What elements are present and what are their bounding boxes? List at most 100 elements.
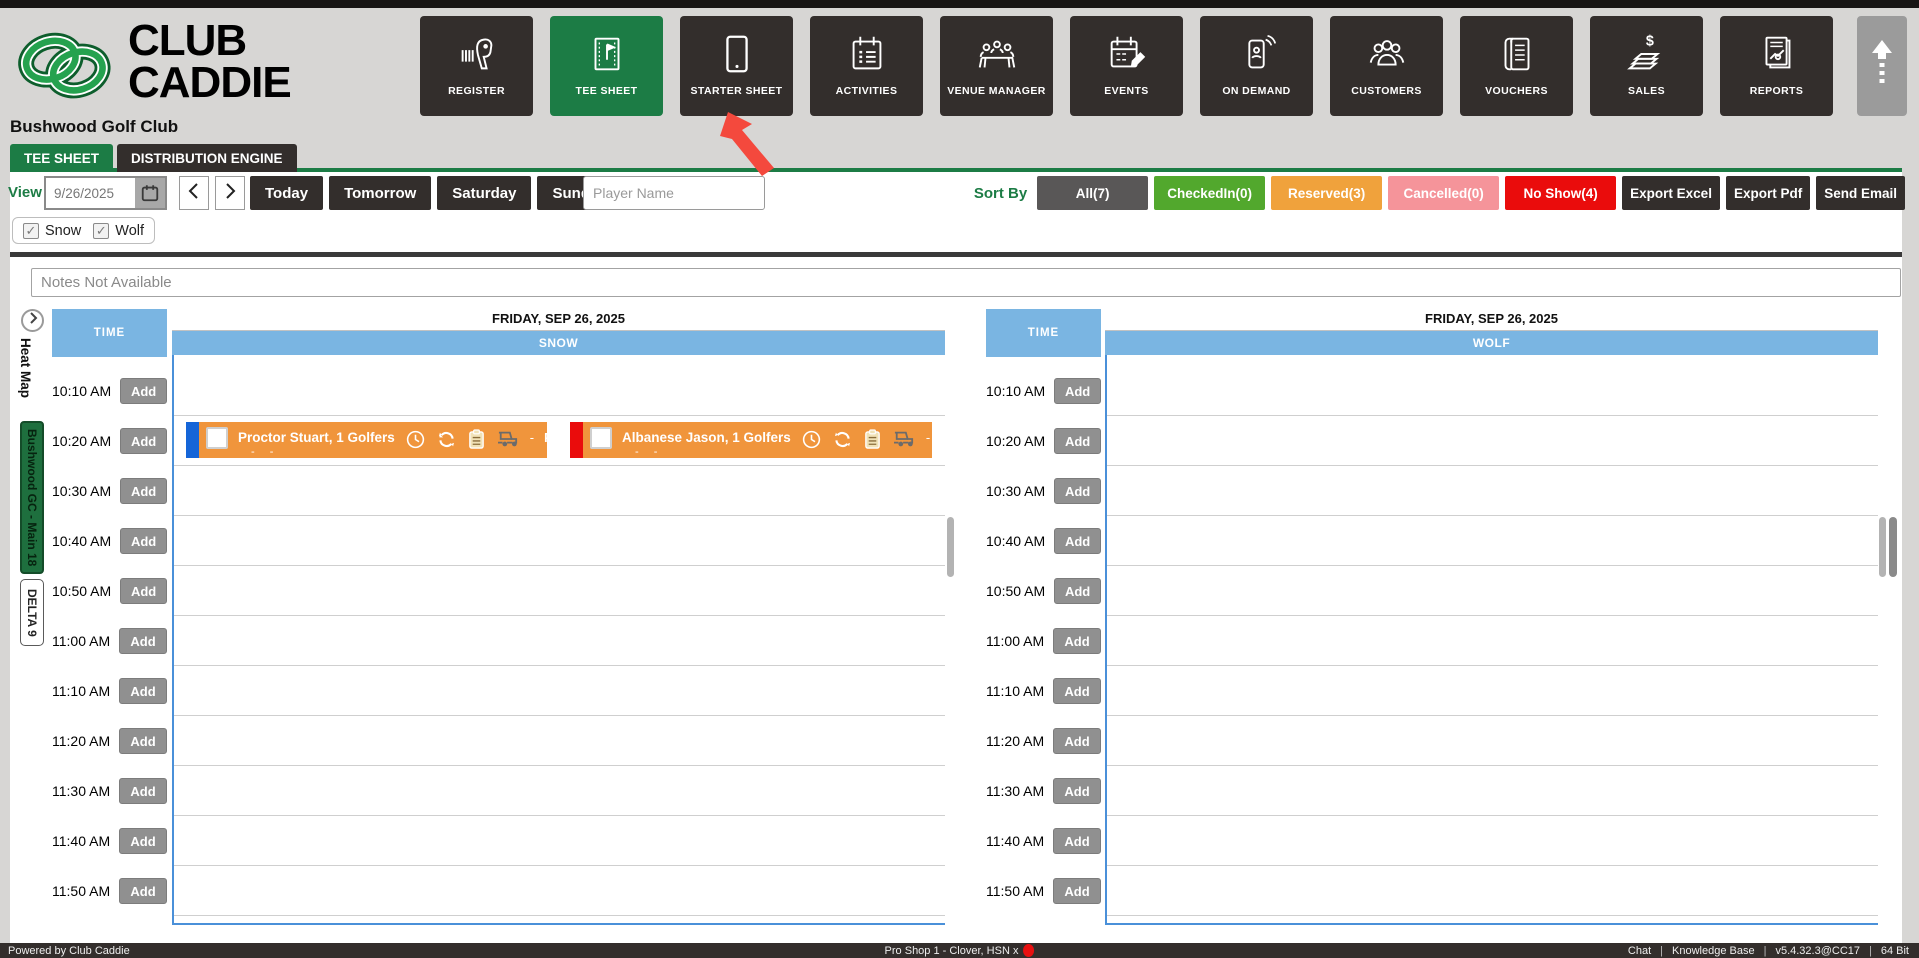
checkbox-checked-icon[interactable]: ✓	[93, 222, 110, 239]
time-row: 11:20 AM Add	[986, 716, 1101, 766]
clipboard-icon[interactable]	[863, 429, 882, 455]
time-row: 11:10 AM Add	[52, 666, 167, 716]
version-label: v5.4.32.3@CC17	[1775, 944, 1860, 957]
date-value[interactable]: 9/26/2025	[54, 185, 115, 201]
status-bar: Powered by Club Caddie Pro Shop 1 - Clov…	[0, 943, 1919, 958]
booking-albanese-jason[interactable]: Albanese Jason, 1 Golfers	[570, 422, 932, 458]
time-row: 11:00 AM Add	[986, 616, 1101, 666]
add-booking-button[interactable]: Add	[1054, 478, 1101, 504]
calendar-icon[interactable]	[135, 178, 165, 208]
add-booking-button[interactable]: Add	[120, 578, 167, 604]
filter-noshow-button[interactable]: No Show(4)	[1505, 176, 1617, 210]
booking-player-name: Proctor Stuart, 1 Golfers	[238, 430, 395, 445]
export-pdf-button[interactable]: Export Pdf	[1725, 176, 1811, 210]
nav-activities[interactable]: ACTIVITIES	[810, 16, 923, 116]
add-booking-button[interactable]: Add	[1053, 878, 1101, 904]
filter-cancelled-button[interactable]: Cancelled(0)	[1388, 176, 1500, 210]
send-email-button[interactable]: Send Email	[1816, 176, 1905, 210]
snow-checkbox[interactable]: ✓ Snow	[23, 222, 81, 239]
nav-label: CUSTOMERS	[1351, 85, 1422, 97]
filter-checkedin-button[interactable]: CheckedIn(0)	[1154, 176, 1266, 210]
wolf-panel-scrollbar[interactable]	[1879, 517, 1886, 577]
time-row: 11:40 AM Add	[52, 816, 167, 866]
nav-sales[interactable]: $ SALES	[1590, 16, 1703, 116]
filter-controls: Sort By All(7) CheckedIn(0) Reserved(3) …	[974, 176, 1905, 210]
add-booking-button[interactable]: Add	[119, 628, 167, 654]
add-booking-button[interactable]: Add	[120, 478, 167, 504]
date-picker[interactable]: 9/26/2025	[44, 176, 167, 210]
time-label: 10:10 AM	[52, 383, 112, 399]
scroll-top-button[interactable]	[1857, 16, 1907, 116]
time-label: 11:30 AM	[986, 783, 1045, 799]
time-label: 11:40 AM	[986, 833, 1045, 849]
wolf-grid[interactable]	[1105, 355, 1878, 925]
add-booking-button[interactable]: Add	[1053, 778, 1101, 804]
add-booking-button[interactable]: Add	[1054, 578, 1101, 604]
clock-icon[interactable]	[405, 429, 426, 455]
tomorrow-button[interactable]: Tomorrow	[329, 176, 432, 210]
refresh-icon[interactable]	[832, 429, 853, 455]
add-booking-button[interactable]: Add	[119, 828, 167, 854]
heat-map-expand-button[interactable]	[21, 309, 44, 332]
clipboard-icon[interactable]	[467, 429, 486, 455]
booking-checkbox[interactable]	[590, 427, 612, 449]
nav-customers[interactable]: CUSTOMERS	[1330, 16, 1443, 116]
pipe-divider: |	[1660, 944, 1664, 957]
window-scrollbar[interactable]	[1889, 517, 1897, 577]
filter-reserved-button[interactable]: Reserved(3)	[1271, 176, 1383, 210]
add-booking-button[interactable]: Add	[120, 428, 167, 454]
add-booking-button[interactable]: Add	[120, 528, 167, 554]
golf-cart-icon[interactable]	[496, 429, 520, 454]
knowledge-base-link[interactable]: Knowledge Base	[1672, 944, 1755, 957]
nav-on-demand[interactable]: ON DEMAND	[1200, 16, 1313, 116]
booking-player-name: Albanese Jason, 1 Golfers	[622, 430, 791, 445]
nav-vouchers[interactable]: VOUCHERS	[1460, 16, 1573, 116]
chat-link[interactable]: Chat	[1627, 944, 1652, 957]
course-tab-bushwood-main-18[interactable]: Bushwood GC - Main 18	[20, 421, 44, 574]
refresh-icon[interactable]	[436, 429, 457, 455]
add-booking-button[interactable]: Add	[119, 778, 167, 804]
nav-register[interactable]: REGISTER	[420, 16, 533, 116]
export-excel-button[interactable]: Export Excel	[1622, 176, 1720, 210]
time-row: 11:30 AM Add	[52, 766, 167, 816]
add-booking-button[interactable]: Add	[119, 728, 167, 754]
heat-map-label: Heat Map	[18, 338, 33, 399]
wolf-checkbox[interactable]: ✓ Wolf	[93, 222, 144, 239]
nav-venue-manager[interactable]: VENUE MANAGER	[940, 16, 1053, 116]
add-booking-button[interactable]: Add	[1053, 628, 1101, 654]
today-button[interactable]: Today	[250, 176, 324, 210]
nav-reports[interactable]: REPORTS	[1720, 16, 1833, 116]
clock-icon[interactable]	[801, 429, 822, 455]
active-tab-underline	[10, 168, 1902, 172]
notes-input[interactable]: Notes Not Available	[31, 268, 1901, 297]
add-booking-button[interactable]: Add	[1054, 428, 1101, 454]
booking-proctor-stuart[interactable]: Proctor Stuart, 1 Golfers	[186, 422, 547, 458]
snow-panel-scrollbar[interactable]	[947, 517, 954, 577]
add-booking-button[interactable]: Add	[120, 378, 167, 404]
tab-tee-sheet[interactable]: TEE SHEET	[10, 144, 114, 172]
player-name-input[interactable]	[583, 176, 765, 210]
checkbox-checked-icon[interactable]: ✓	[23, 222, 39, 239]
filter-all-button[interactable]: All(7)	[1037, 176, 1149, 210]
nav-events[interactable]: EVENTS	[1070, 16, 1183, 116]
prev-day-button[interactable]	[179, 176, 209, 210]
time-row: 11:10 AM Add	[986, 666, 1101, 716]
tab-distribution-engine[interactable]: DISTRIBUTION ENGINE	[117, 144, 297, 172]
course-tab-delta-9[interactable]: DELTA 9	[20, 579, 44, 646]
saturday-button[interactable]: Saturday	[437, 176, 532, 210]
add-booking-button[interactable]: Add	[1053, 678, 1101, 704]
booking-checkbox[interactable]	[206, 427, 228, 449]
nav-starter-sheet[interactable]: STARTER SHEET	[680, 16, 793, 116]
view-label: View	[8, 184, 42, 201]
time-row: 10:50 AM Add	[986, 566, 1101, 616]
add-booking-button[interactable]: Add	[1054, 378, 1101, 404]
next-day-button[interactable]	[215, 176, 245, 210]
wolf-time-column: 10:10 AM Add 10:20 AM Add 10:30 AM Add 1…	[986, 366, 1101, 916]
add-booking-button[interactable]: Add	[1054, 528, 1101, 554]
add-booking-button[interactable]: Add	[1053, 828, 1101, 854]
golf-cart-icon[interactable]	[892, 429, 916, 454]
add-booking-button[interactable]: Add	[119, 678, 167, 704]
add-booking-button[interactable]: Add	[1053, 728, 1101, 754]
add-booking-button[interactable]: Add	[119, 878, 167, 904]
nav-tee-sheet[interactable]: TEE SHEET	[550, 16, 663, 116]
